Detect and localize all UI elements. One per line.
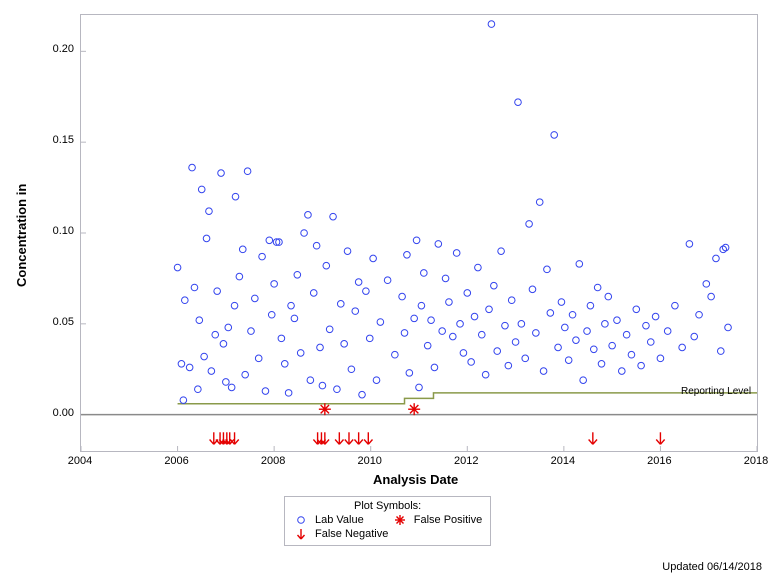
reporting-level-label: Reporting Level — [681, 386, 751, 397]
chart-stage: Reporting Level 2004 2006 2008 2010 2012 2014… — [0, 0, 768, 576]
legend-item-lab_value: Lab Value — [293, 513, 364, 527]
legend-row: Lab Value False Positive — [293, 513, 482, 527]
footer-note: Updated 06/14/2018 — [662, 561, 762, 573]
x-tick-label: 2016 — [644, 455, 674, 467]
legend-label: False Positive — [414, 514, 482, 526]
y-tick-label: 0.05 — [40, 316, 74, 328]
y-tick-label: 0.10 — [40, 225, 74, 237]
legend-item-false_negative: False Negative — [293, 527, 388, 541]
x-tick-label: 2014 — [548, 455, 578, 467]
legend-label: Lab Value — [315, 514, 364, 526]
y-axis-title: Concentration in — [14, 184, 29, 287]
x-tick-label: 2004 — [65, 455, 95, 467]
legend-title: Plot Symbols: — [293, 500, 482, 512]
y-tick-label: 0.00 — [40, 407, 74, 419]
y-tick-label: 0.20 — [40, 43, 74, 55]
x-tick-label: 2008 — [258, 455, 288, 467]
x-tick-label: 2012 — [451, 455, 481, 467]
legend-item-false_positive: False Positive — [392, 513, 482, 527]
x-tick-label: 2006 — [162, 455, 192, 467]
legend-row: False Negative — [293, 527, 482, 541]
plot-panel: Reporting Level — [80, 14, 758, 452]
x-tick-label: 2010 — [355, 455, 385, 467]
plot-svg — [81, 15, 757, 451]
y-tick-label: 0.15 — [40, 134, 74, 146]
x-tick-label: 2018 — [741, 455, 768, 467]
x-axis-title: Analysis Date — [373, 472, 458, 487]
legend-label: False Negative — [315, 528, 388, 540]
legend: Plot Symbols: Lab Value False Positive Fa… — [284, 496, 491, 546]
